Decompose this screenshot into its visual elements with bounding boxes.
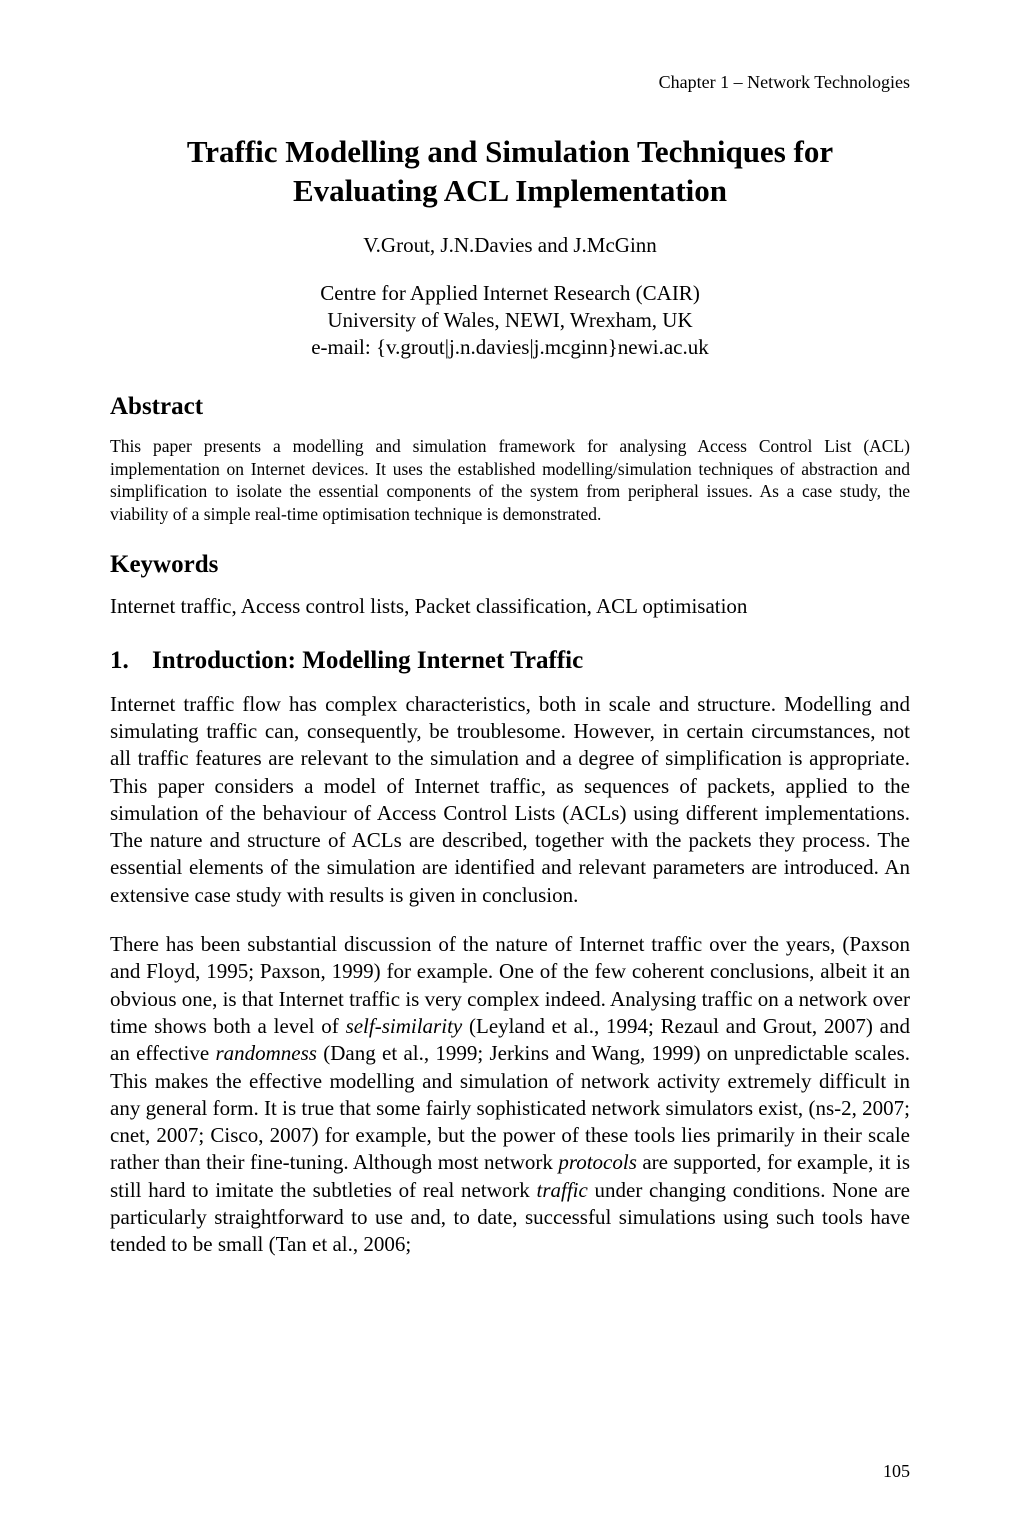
abstract-heading: Abstract xyxy=(110,393,910,421)
affiliation-block: Centre for Applied Internet Research (CA… xyxy=(110,280,910,362)
authors-line: V.Grout, J.N.Davies and J.McGinn xyxy=(110,233,910,258)
italic-term: randomness xyxy=(215,1041,317,1065)
keywords-text: Internet traffic, Access control lists, … xyxy=(110,593,910,621)
page-container: Chapter 1 – Network Technologies Traffic… xyxy=(0,0,1020,1530)
section-1-title: Introduction: Modelling Internet Traffic xyxy=(152,647,583,674)
paragraph-1: Internet traffic flow has complex charac… xyxy=(110,691,910,909)
affiliation-line-3: e-mail: {v.grout|j.n.davies|j.mcginn}new… xyxy=(311,335,709,359)
keywords-heading: Keywords xyxy=(110,551,910,579)
italic-term: protocols xyxy=(558,1150,637,1174)
running-header: Chapter 1 – Network Technologies xyxy=(110,72,910,93)
paper-title: Traffic Modelling and Simulation Techniq… xyxy=(110,133,910,211)
section-1-heading: 1.Introduction: Modelling Internet Traff… xyxy=(110,647,910,675)
italic-term: traffic xyxy=(537,1178,588,1202)
abstract-text: This paper presents a modelling and simu… xyxy=(110,435,910,525)
title-line-2: Evaluating ACL Implementation xyxy=(293,173,727,208)
paragraph-2: There has been substantial discussion of… xyxy=(110,931,910,1259)
affiliation-line-2: University of Wales, NEWI, Wrexham, UK xyxy=(327,308,692,332)
title-line-1: Traffic Modelling and Simulation Techniq… xyxy=(187,134,833,169)
page-number: 105 xyxy=(883,1461,910,1482)
italic-term: self-similarity xyxy=(346,1014,463,1038)
affiliation-line-1: Centre for Applied Internet Research (CA… xyxy=(320,281,700,305)
section-1-number: 1. xyxy=(110,647,152,675)
